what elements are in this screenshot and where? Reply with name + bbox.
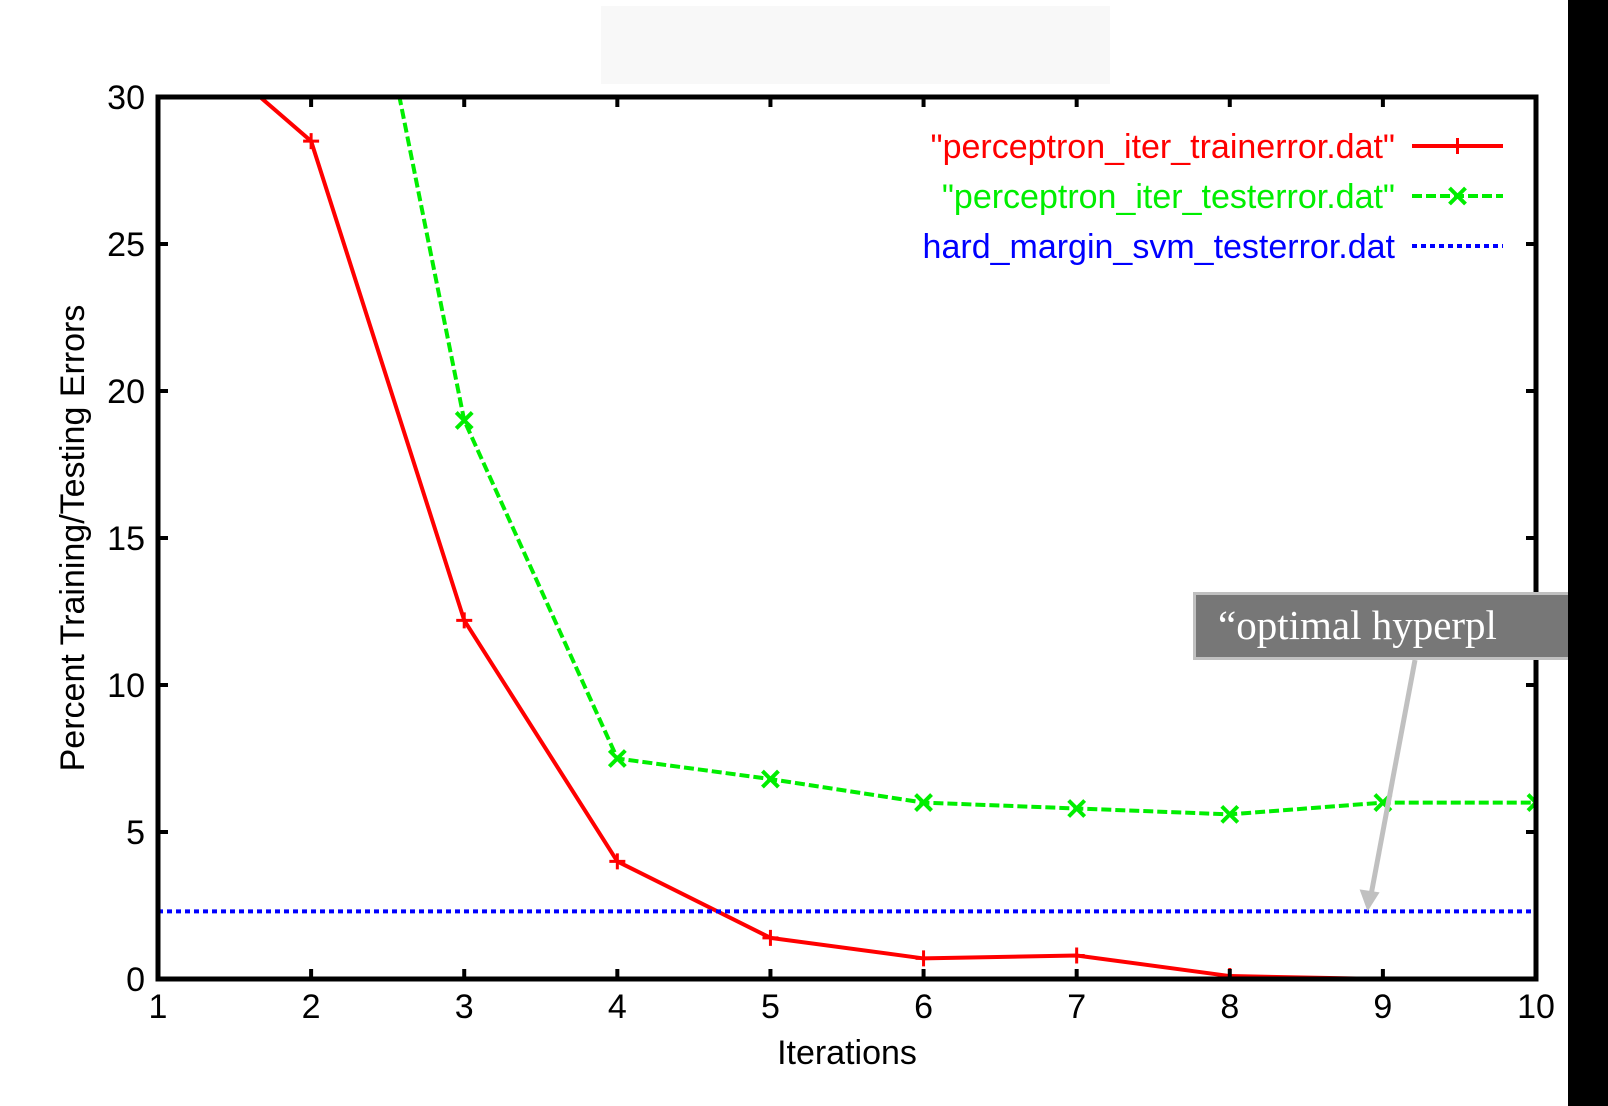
y-tick-label: 15 xyxy=(107,520,145,558)
y-tick-label: 30 xyxy=(107,79,145,117)
series-2-point xyxy=(1220,804,1240,824)
x-tick-label: 4 xyxy=(608,988,627,1026)
series-2-point xyxy=(1526,793,1536,813)
legend-marker-1 xyxy=(1449,138,1466,154)
x-tick-label: 7 xyxy=(1067,988,1086,1026)
series-2-point xyxy=(914,793,933,813)
series-2-point xyxy=(1067,799,1087,818)
series-1-point xyxy=(915,950,932,967)
x-axis-label: Iterations xyxy=(777,1034,917,1072)
series-1-point xyxy=(609,853,626,870)
x-tick-label: 5 xyxy=(761,988,780,1026)
y-tick-label: 5 xyxy=(126,814,145,852)
series-2-point xyxy=(761,769,780,789)
y-axis-label: Percent Training/Testing Errors xyxy=(54,305,92,772)
legend-label-2: "perceptron_iter_testerror.dat" xyxy=(942,178,1395,216)
chart-stage: 1 2 3 4 5 6 7 8 9 10 0 5 10 15 20 25 30 Iterations Percen… xyxy=(0,0,1568,1106)
legend-marker-2 xyxy=(1448,186,1467,206)
x-tick-label: 3 xyxy=(455,988,474,1026)
legend-label-3: hard_margin_svm_testerror.dat xyxy=(923,228,1396,266)
annotation-arrowhead xyxy=(1359,889,1380,912)
y-tick-label: 25 xyxy=(107,226,145,264)
x-tick-label: 8 xyxy=(1220,988,1239,1026)
series-2-point xyxy=(607,749,627,768)
top-band xyxy=(601,6,1110,84)
series-2-point xyxy=(454,410,474,430)
annotation-arrow xyxy=(1368,659,1418,898)
legend-label-1: "perceptron_iter_trainerror.dat" xyxy=(931,128,1396,166)
line-chart: 1 2 3 4 5 6 7 8 9 10 0 5 10 15 20 25 30 Iterations Percen… xyxy=(54,79,1555,1072)
x-tick-label: 9 xyxy=(1373,988,1392,1026)
annotation-text: “optimal hyperpl xyxy=(1218,602,1497,648)
y-tick-label: 0 xyxy=(126,961,145,999)
series-line-2 xyxy=(397,97,1536,817)
x-tick-label: 10 xyxy=(1517,988,1555,1026)
annotation-callout: “optimal hyperpl xyxy=(1193,592,1568,660)
y-tick-label: 10 xyxy=(107,667,145,705)
y-tick-label: 20 xyxy=(107,373,145,411)
x-tick-label: 2 xyxy=(302,988,321,1026)
series-1-point xyxy=(456,612,473,629)
series-1-point xyxy=(1068,947,1085,964)
series-1-point xyxy=(762,929,779,946)
x-tick-label: 6 xyxy=(914,988,933,1026)
x-tick-label: 1 xyxy=(149,988,168,1026)
series-1-point xyxy=(303,133,320,150)
